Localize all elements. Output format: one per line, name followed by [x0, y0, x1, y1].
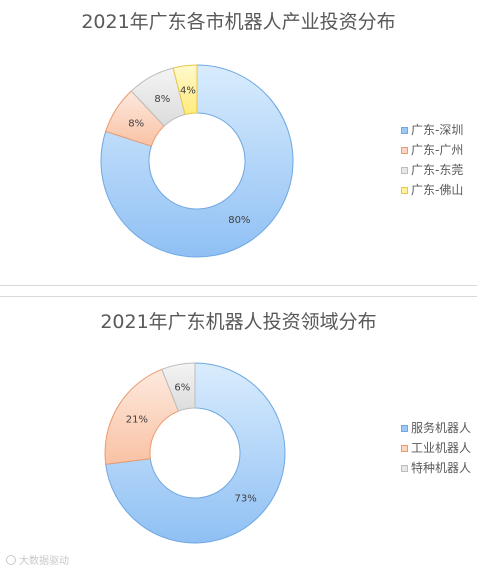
donut-chart: 73% 21% 6% — [104, 362, 286, 544]
legend-swatch — [401, 444, 408, 452]
slice-data-label: 73% — [235, 494, 257, 505]
chart-panel-field: 2021年广东机器人投资领域分布 73% 21% 6% 服务机器人工业机器人特种机器… — [0, 296, 477, 572]
legend-swatch — [401, 186, 408, 194]
legend-item: 广东-佛山 — [401, 180, 463, 200]
legend-item: 广东-深圳 — [401, 120, 463, 140]
chart-panel-city: 2021年广东各市机器人产业投资分布 80% 8% 8% 4% 广东-深圳 广东-广州广… — [0, 11, 477, 286]
watermark-logo-icon — [6, 554, 16, 565]
slice-data-label: 8% — [154, 94, 170, 105]
chart-legend: 广东-深圳广东-广州广东-东莞广东-佛山 — [401, 120, 463, 200]
legend-label: 特种机器人 — [411, 461, 472, 475]
legend-label: 广东-佛山 — [411, 183, 464, 197]
legend-item: 广东-广州 — [401, 140, 463, 160]
watermark: 大数据驱动 — [6, 552, 69, 567]
legend-swatch — [401, 166, 408, 174]
legend-item: 服务机器人 — [401, 418, 471, 438]
donut-slice — [104, 368, 180, 465]
chart-legend: 服务机器人工业机器人特种机器人 — [401, 418, 471, 478]
legend-item: 广东-东莞 — [401, 160, 463, 180]
donut-slice — [100, 64, 294, 258]
legend-label: 工业机器人 — [411, 441, 472, 455]
legend-item: 工业机器人 — [401, 438, 471, 458]
legend-label: 广东-广州 — [411, 143, 464, 157]
donut-slice — [172, 64, 198, 116]
legend-item: 特种机器人 — [401, 458, 471, 478]
legend-swatch — [401, 464, 408, 472]
watermark-text: 大数据驱动 — [19, 556, 69, 567]
chart-title: 2021年广东机器人投资领域分布 — [100, 311, 377, 333]
slice-data-label: 6% — [174, 383, 190, 394]
legend-swatch — [401, 126, 408, 134]
donut-chart: 80% 8% 8% 4% — [100, 64, 294, 258]
legend-swatch — [401, 424, 408, 432]
slice-data-label: 4% — [180, 86, 196, 97]
legend-label: 广东-东莞 — [411, 163, 464, 177]
chart-title: 2021年广东各市机器人产业投资分布 — [81, 11, 396, 33]
legend-swatch — [401, 146, 408, 154]
slice-data-label: 80% — [228, 215, 250, 226]
slice-data-label: 8% — [128, 118, 144, 129]
legend-label: 服务机器人 — [411, 421, 472, 435]
legend-label: 广东-深圳 — [411, 123, 464, 137]
donut-slice — [161, 362, 196, 412]
donut-slice — [105, 362, 286, 544]
slice-data-label: 21% — [126, 415, 148, 426]
